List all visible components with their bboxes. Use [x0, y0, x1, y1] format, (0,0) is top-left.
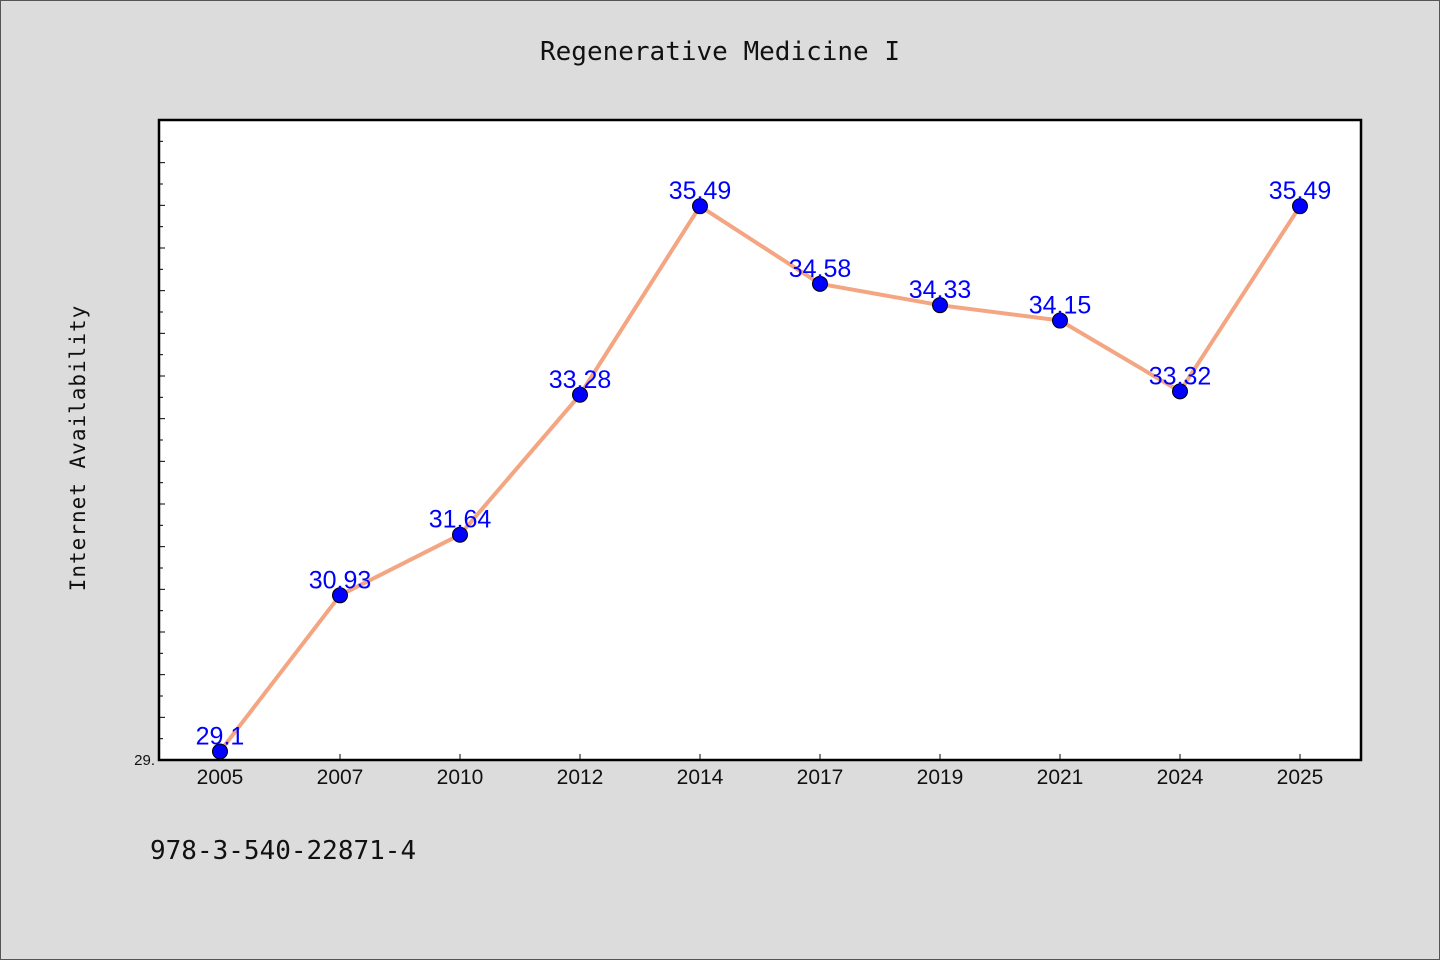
data-point	[1292, 198, 1308, 215]
x-tick-label: 2021	[1037, 766, 1084, 789]
data-label: 29.1	[196, 722, 245, 750]
x-tick-label: 2012	[557, 766, 604, 789]
x-tick-label: 2024	[1157, 766, 1204, 789]
y-axis-ticks: 29.	[134, 119, 165, 769]
data-label: 31.64	[429, 506, 492, 534]
data-label: 33.32	[1149, 362, 1212, 390]
data-point	[212, 743, 228, 760]
data-point	[1052, 312, 1068, 329]
plot-area	[157, 118, 1363, 762]
x-tick-label: 2010	[437, 766, 484, 789]
data-label: 34.33	[909, 276, 972, 304]
y-tick-label: 29.	[134, 752, 155, 769]
footnote-isbn: 978-3-540-22871-4	[150, 836, 417, 866]
data-point	[692, 198, 708, 215]
series-line	[218, 204, 1302, 754]
data-point	[1172, 383, 1188, 400]
data-point	[932, 297, 948, 314]
data-label: 35.49	[1269, 177, 1332, 205]
data-label: 30.93	[309, 566, 372, 594]
data-point	[812, 275, 828, 292]
data-point	[572, 386, 588, 403]
data-label: 34.58	[789, 255, 852, 283]
data-label: 33.28	[549, 366, 612, 394]
x-tick-label: 2007	[317, 766, 364, 789]
x-tick-label: 2019	[917, 766, 964, 789]
data-labels: 29.1 30.93 31.64 33.28 35.49 34.58 34.33 34.15 3…	[196, 177, 1332, 750]
x-tick-label: 2005	[197, 766, 244, 789]
chart-title: Regenerative Medicine I	[540, 37, 900, 67]
data-label: 34.15	[1029, 292, 1092, 320]
x-tick-label: 2014	[677, 766, 724, 789]
x-tick-label: 2025	[1277, 766, 1324, 789]
data-label: 35.49	[669, 177, 732, 205]
y-axis-label: Internet Availability	[66, 305, 90, 592]
data-markers	[212, 198, 1308, 760]
series-line-group	[218, 204, 1302, 754]
data-point	[452, 526, 468, 543]
x-axis-ticks: 2005 2007 2010 2012 2014 2017 2019 2021 2024 2025	[197, 754, 1324, 789]
data-point	[332, 587, 348, 604]
x-tick-label: 2017	[797, 766, 844, 789]
